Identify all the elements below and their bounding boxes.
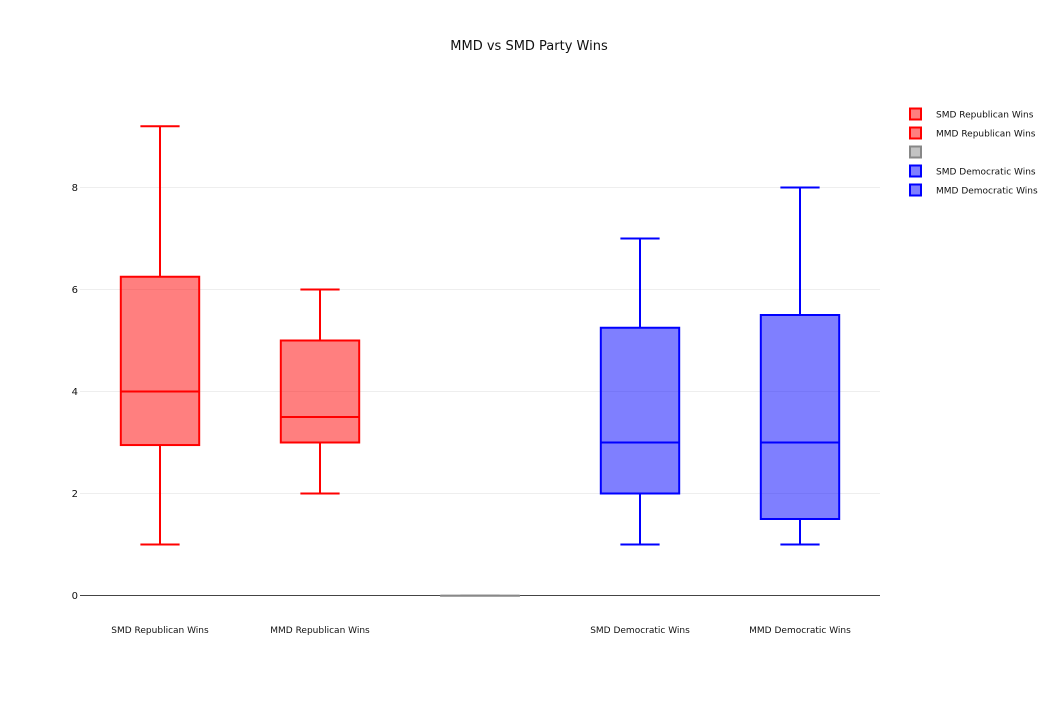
legend-label: MMD Democratic Wins (936, 187, 1038, 197)
y-tick-label: 0 (72, 591, 78, 602)
legend-item[interactable] (909, 145, 922, 159)
legend-swatch (909, 126, 922, 140)
iqr-box (759, 314, 841, 520)
chart-title: MMD vs SMD Party Wins (450, 39, 608, 54)
legend-item[interactable]: MMD Democratic Wins (909, 183, 1038, 197)
iqr-box (599, 326, 681, 495)
legend-item[interactable]: MMD Republican Wins (909, 126, 1036, 140)
legend-swatch (909, 164, 922, 178)
box-3 (440, 594, 520, 597)
y-tick-label: 6 (72, 285, 78, 296)
legend-label: SMD Republican Wins (936, 111, 1034, 121)
legend-item[interactable]: SMD Democratic Wins (909, 164, 1036, 178)
gridlines (80, 187, 880, 596)
legend-label: SMD Democratic Wins (936, 168, 1036, 178)
iqr-box (279, 339, 361, 444)
x-category-label: MMD Democratic Wins (749, 626, 851, 636)
y-tick-label: 2 (72, 489, 78, 500)
legend-item[interactable]: SMD Republican Wins (909, 107, 1034, 121)
box-5 (759, 186, 841, 546)
y-tick-label: 8 (72, 183, 78, 194)
legend-label: MMD Republican Wins (936, 130, 1036, 140)
x-category-label: SMD Republican Wins (111, 626, 209, 636)
x-axis-categories: SMD Republican Wins MMD Republican Wins SM… (111, 626, 851, 636)
legend-swatch (909, 145, 922, 159)
box-4 (599, 237, 681, 546)
box-2 (279, 288, 361, 495)
y-tick-label: 4 (72, 387, 78, 398)
legend[interactable]: SMD Republican Wins MMD Republican Wins SM… (909, 107, 1038, 197)
x-category-label: MMD Republican Wins (270, 626, 370, 636)
boxes (119, 125, 841, 597)
box-1 (119, 125, 201, 546)
y-axis-ticks: 0 2 4 6 8 (72, 183, 78, 602)
legend-swatch (909, 183, 922, 197)
iqr-box (119, 275, 201, 447)
legend-swatch (909, 107, 922, 121)
x-category-label: SMD Democratic Wins (590, 626, 690, 636)
